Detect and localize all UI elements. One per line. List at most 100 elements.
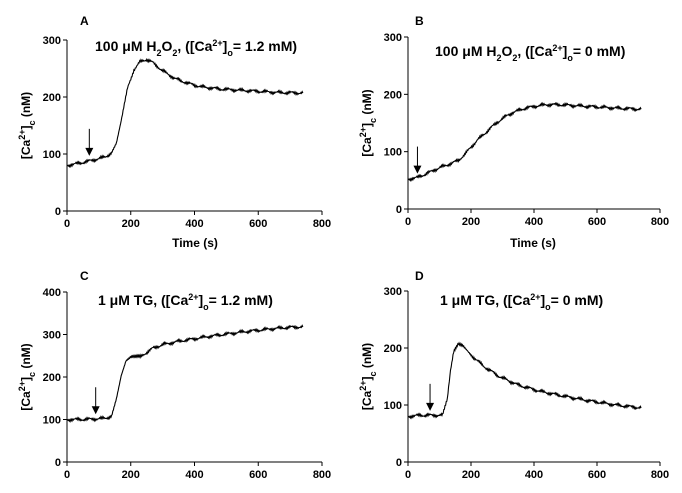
series-trace xyxy=(407,101,642,182)
y-tick-label: 300 xyxy=(43,330,61,342)
y-tick-label: 100 xyxy=(384,400,402,412)
title-part: o xyxy=(545,302,551,312)
arrow-head xyxy=(85,147,94,156)
title-part: (nM) xyxy=(360,89,374,118)
title-part: , ([Ca xyxy=(517,43,552,59)
series-trace xyxy=(408,341,642,420)
y-tick-label: 0 xyxy=(55,457,61,469)
x-tick-label: 600 xyxy=(249,469,267,481)
x-tick-label: 600 xyxy=(249,218,267,230)
y-axis-label: [Ca2+]c (nM) xyxy=(358,343,378,410)
title-part: O xyxy=(502,43,513,59)
y-axis-label: [Ca2+]c (nM) xyxy=(358,89,378,156)
arrow-head xyxy=(426,402,435,411)
title-part: 2+ xyxy=(212,38,222,48)
x-tick-label: 600 xyxy=(588,469,606,481)
series-trace xyxy=(66,324,304,424)
title-part: o xyxy=(203,302,209,312)
title-part: ] xyxy=(19,126,33,130)
y-tick-label: 300 xyxy=(43,35,61,47)
title-part: 2+ xyxy=(358,381,368,391)
y-axis-label: [Ca2+]c (nM) xyxy=(17,343,37,410)
y-tick-label: 400 xyxy=(43,287,61,299)
panel-letter: B xyxy=(415,14,424,28)
title-part: 2+ xyxy=(188,292,198,302)
title-part: ] xyxy=(360,123,374,127)
stimulus-arrow-icon xyxy=(91,387,100,415)
title-part: ] xyxy=(541,292,546,308)
panel-letter: D xyxy=(415,269,424,283)
x-axis-label: Time (s) xyxy=(172,236,218,250)
y-tick-label: 100 xyxy=(43,415,61,427)
title-part: (nM) xyxy=(19,343,33,372)
panel-letter: A xyxy=(80,14,89,28)
title-part: [Ca xyxy=(19,139,33,159)
title-part: o xyxy=(227,48,233,58)
x-tick-label: 0 xyxy=(405,216,411,228)
y-tick-label: 0 xyxy=(396,457,402,469)
x-tick-label: 800 xyxy=(313,218,331,230)
title-part: (nM) xyxy=(19,92,33,121)
x-axis-label: Time (s) xyxy=(510,236,556,250)
x-tick-label: 400 xyxy=(525,216,543,228)
y-tick-label: 0 xyxy=(55,206,61,218)
x-tick-label: 800 xyxy=(651,469,669,481)
title-part: = 0 mM) xyxy=(551,292,604,308)
arrow-head xyxy=(91,406,100,415)
x-tick-label: 600 xyxy=(588,216,606,228)
y-tick-label: 300 xyxy=(384,32,402,44)
x-tick-label: 200 xyxy=(462,216,480,228)
title-part: ] xyxy=(199,292,204,308)
panel-letter: C xyxy=(80,269,89,283)
y-tick-label: 0 xyxy=(396,204,402,216)
title-part: = 0 mM) xyxy=(573,43,626,59)
title-part: 2+ xyxy=(17,381,27,391)
x-tick-label: 0 xyxy=(64,218,70,230)
series-trace xyxy=(66,57,304,169)
panel-title: 1 μM TG, ([Ca2+]o= 0 mM) xyxy=(440,292,603,312)
y-tick-label: 100 xyxy=(43,149,61,161)
stimulus-arrow-icon xyxy=(426,383,435,411)
y-tick-label: 200 xyxy=(43,372,61,384)
title-part: ] xyxy=(563,43,568,59)
y-tick-label: 200 xyxy=(384,343,402,355)
title-part: 2 xyxy=(512,53,517,63)
y-tick-label: 100 xyxy=(384,147,402,159)
title-part: 1 μM TG, ([Ca xyxy=(98,292,188,308)
title-part: 2 xyxy=(172,48,177,58)
panel-title: 100 μM H2O2, ([Ca2+]o= 0 mM) xyxy=(435,43,625,63)
title-part: 2 xyxy=(156,48,161,58)
y-tick-label: 300 xyxy=(384,286,402,298)
title-part: O xyxy=(162,38,173,54)
y-tick-label: 200 xyxy=(43,92,61,104)
arrow-head xyxy=(413,165,422,174)
title-part: 2+ xyxy=(552,43,562,53)
title-part: [Ca xyxy=(360,137,374,157)
title-part: 1 μM TG, ([Ca xyxy=(440,292,530,308)
title-part: ] xyxy=(19,377,33,381)
stimulus-arrow-icon xyxy=(85,128,94,156)
title-part: 2+ xyxy=(17,130,27,140)
x-tick-label: 0 xyxy=(64,469,70,481)
title-part: [Ca xyxy=(19,391,33,411)
title-part: 2+ xyxy=(530,292,540,302)
panel-title: 100 μM H2O2, ([Ca2+]o= 1.2 mM) xyxy=(95,38,297,58)
x-tick-label: 400 xyxy=(185,469,203,481)
title-part: o xyxy=(567,53,573,63)
title-part: 100 μM H xyxy=(95,38,156,54)
title-part: [Ca xyxy=(360,390,374,410)
title-part: ] xyxy=(223,38,228,54)
title-part: 100 μM H xyxy=(435,43,496,59)
stimulus-arrow-icon xyxy=(413,146,422,174)
x-tick-label: 200 xyxy=(462,469,480,481)
title-part: 2+ xyxy=(358,127,368,137)
title-part: = 1.2 mM) xyxy=(209,292,273,308)
title-part: , ([Ca xyxy=(177,38,212,54)
y-axis-label: [Ca2+]c (nM) xyxy=(17,92,37,159)
x-tick-label: 800 xyxy=(651,216,669,228)
chart-panel-b: 0 100 200 300 0 200 400 600 800 Time (s) [Ca2+]c (… xyxy=(358,14,669,250)
y-tick-label: 200 xyxy=(384,89,402,101)
